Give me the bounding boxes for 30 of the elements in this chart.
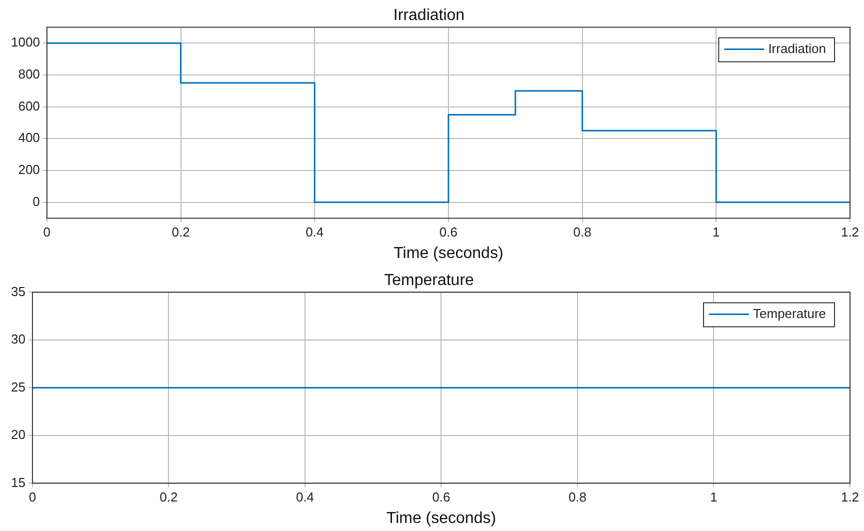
x-tick-label: 0.8: [573, 224, 592, 240]
chart-title: Temperature: [384, 272, 474, 290]
y-tick-label: 400: [18, 130, 40, 146]
x-tick-label: 1.2: [840, 490, 860, 505]
x-tick-label: 0.2: [160, 490, 178, 505]
y-tick-label: 200: [18, 162, 40, 178]
x-axis-title: Time (seconds): [394, 244, 504, 262]
y-tick-label: 35: [10, 284, 26, 299]
x-tick-label: 0.6: [432, 490, 450, 505]
x-tick-label: 0.4: [306, 224, 324, 240]
x-tick-label: 1.2: [840, 224, 860, 240]
chart-title: Irradiation: [393, 7, 465, 24]
legend-label: Irradiation: [768, 40, 826, 56]
y-tick-label: 1000: [11, 34, 40, 50]
x-axis-title: Time (seconds): [386, 510, 496, 527]
x-tick-label: 0.6: [439, 224, 458, 240]
x-tick-label: 1: [710, 490, 718, 505]
x-tick-label: 0: [43, 224, 51, 240]
y-tick-label: 800: [18, 66, 40, 82]
x-tick-label: 0.4: [296, 490, 314, 505]
y-tick-label: 30: [10, 332, 26, 347]
y-tick-label: 0: [32, 194, 40, 209]
x-tick-label: 0.2: [172, 224, 190, 240]
y-tick-label: 15: [10, 474, 26, 490]
y-tick-label: 25: [10, 379, 26, 394]
x-tick-label: 0.8: [568, 490, 587, 505]
y-tick-label: 600: [18, 98, 40, 114]
y-tick-label: 20: [10, 427, 26, 442]
legend-label: Temperature: [753, 306, 826, 321]
x-tick-label: 1: [712, 224, 720, 240]
